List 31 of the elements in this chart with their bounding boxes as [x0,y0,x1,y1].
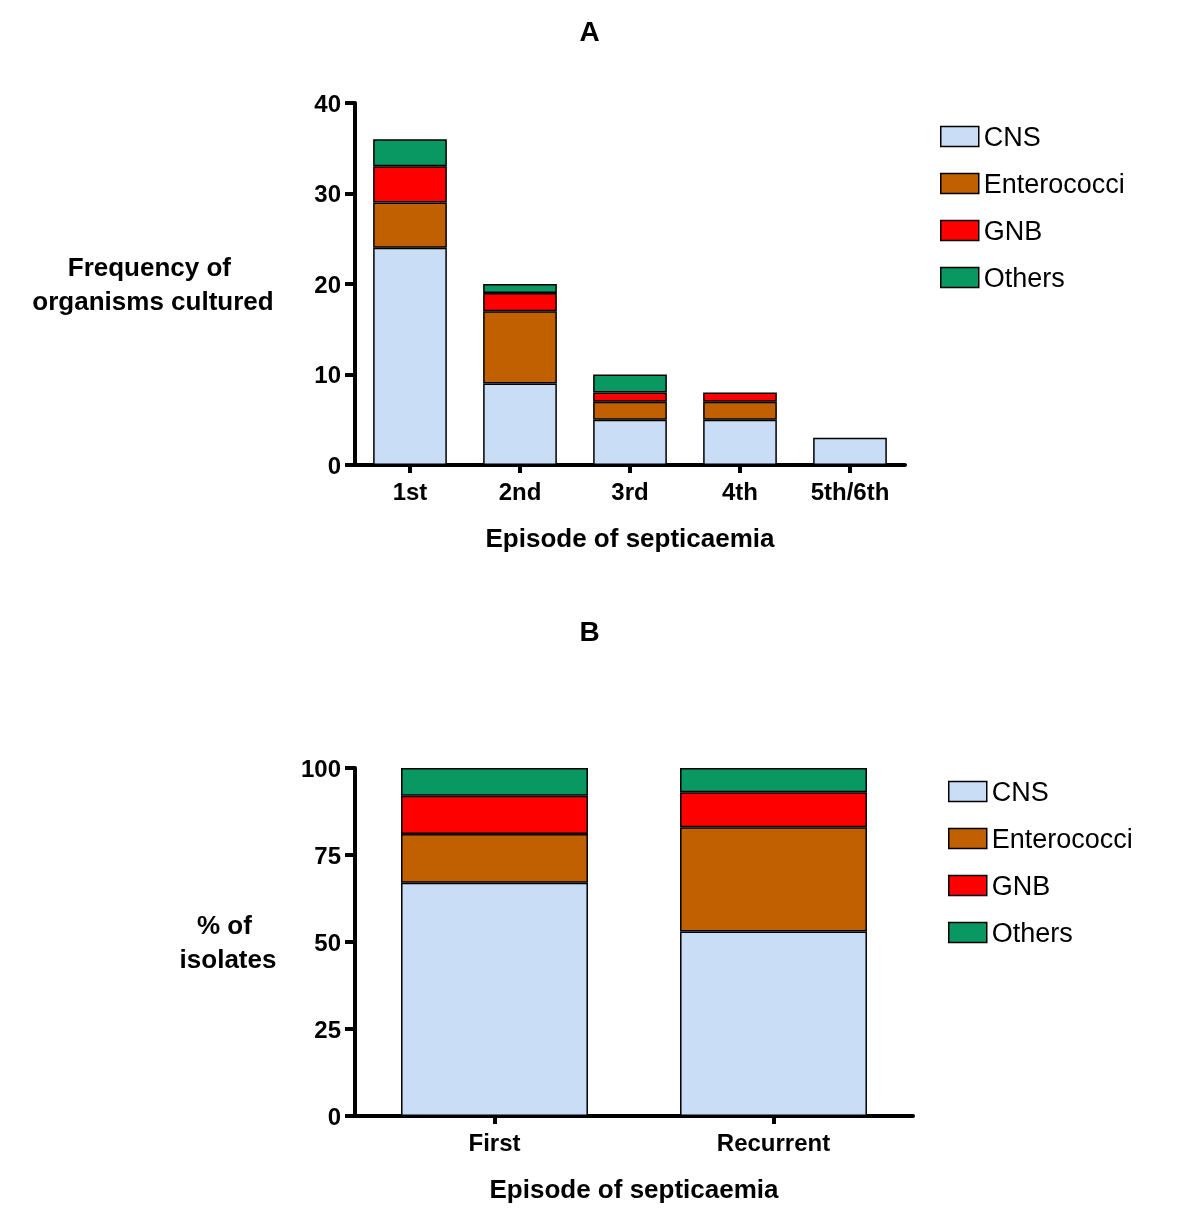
y-tick-label: 40 [314,89,341,117]
x-tick-label: Recurrent [716,1128,831,1156]
legend-label: GNB [991,870,1051,901]
y-axis-title: Frequency of organisms cultured [32,252,274,316]
legend-label: Others [991,917,1073,948]
x-tick-label: 1st [392,477,428,505]
chart-title: B [579,615,600,647]
y-tick-label: 100 [300,754,341,782]
y-axis-title: % of isolates [179,910,277,974]
y-tick-label: 30 [314,180,341,207]
legend-label: CNS [991,776,1049,807]
x-tick-label: 2nd [498,477,542,505]
legend-label: Enterococci [983,168,1125,199]
legend-label: Others [983,262,1065,293]
y-tick-label: 0 [327,1102,341,1130]
x-axis-title: Episode of septicaemia [485,523,776,553]
y-tick-label: 0 [327,451,341,479]
x-tick-label: 4th [722,477,758,505]
y-tick-label: 10 [314,361,341,388]
x-tick-label: 5th/6th [810,477,890,505]
x-tick-label: 3rd [611,477,649,505]
y-tick-label: 25 [314,1015,341,1043]
legend-label: CNS [983,121,1041,152]
x-axis-title: Episode of septicaemia [489,1174,780,1204]
legend-label: Enterococci [991,823,1133,854]
y-tick-label: 20 [314,270,341,298]
y-tick-label: 50 [314,928,341,956]
chart-title: A [579,15,600,47]
legend-label: GNB [983,215,1043,246]
y-tick-label: 75 [314,841,341,869]
x-tick-label: First [468,1128,521,1156]
